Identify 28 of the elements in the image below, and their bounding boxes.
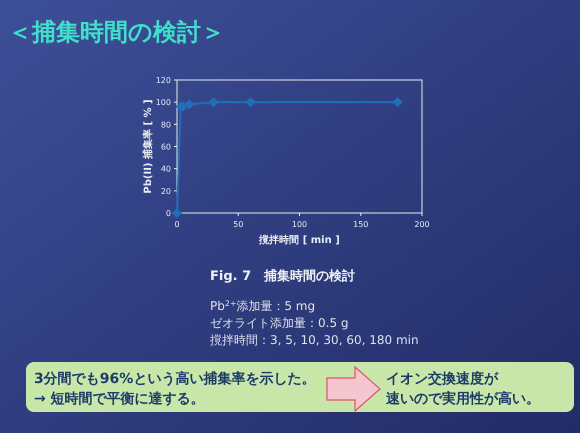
y-axis-title: Pb(II) 捕集率 [ % ] (142, 99, 154, 194)
x-axis-title: 撹拌時間 [ min ] (258, 234, 340, 246)
text: 3分間でも96%という高い捕集率を示した。 (34, 370, 316, 387)
point (208, 97, 219, 108)
y-tick-label: 100 (156, 98, 171, 108)
text: → 短時間で平衡に達する。 (34, 391, 205, 407)
y-tick-label: 80 (160, 120, 171, 130)
x-tick-label: 50 (233, 220, 244, 229)
text: 速いので実用性が高い。 (385, 390, 540, 407)
y-tick-label: 20 (160, 186, 171, 196)
y-tick-label: 120 (156, 76, 171, 85)
x-tick-label: 200 (414, 220, 430, 229)
y-tick-label: 40 (160, 164, 171, 174)
text: 撹拌時間：3, 5, 10, 30, 60, 180 min (210, 333, 419, 347)
x-tick-label: 0 (174, 220, 180, 229)
x-tick-label: 100 (292, 220, 308, 229)
point (246, 97, 256, 108)
point (392, 97, 402, 108)
x-tick-label: 150 (353, 220, 368, 229)
point (172, 208, 182, 218)
caption: Fig. 7 捕集時間の検討 (210, 268, 356, 284)
text: Pb$^{2+}$添加量：5 mg (210, 298, 316, 313)
y-tick-label: 0 (166, 209, 171, 218)
point (184, 99, 194, 110)
chart-title: ＜捕集時間の検討＞ (8, 18, 225, 46)
text: ゼオライト添加量：0.5 g (210, 316, 349, 330)
y-tick-label: 60 (160, 142, 171, 152)
text: イオン交換速度が (386, 370, 499, 387)
